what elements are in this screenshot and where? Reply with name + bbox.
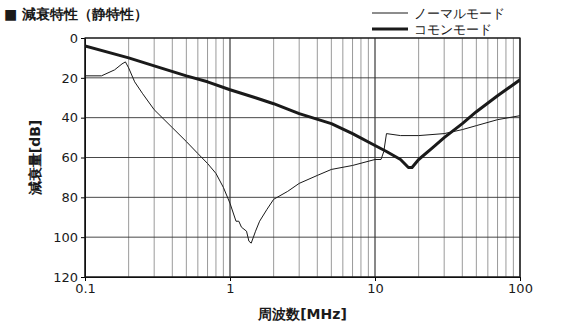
x-axis: 0.1 1 10 100 [75,277,533,296]
x-tick-label: 10 [367,281,384,296]
y-tick: 40 [61,110,85,125]
legend-label: ノーマルモード [414,6,505,21]
plot-frame [85,38,520,277]
x-tick-label: 0.1 [75,281,96,296]
x-tick-label: 100 [508,281,533,296]
chart: 0.1 1 10 100 0 20 40 60 80 100 120 ■ 減衰特性（静特性） 周波数[M… [0,0,583,325]
y-tick-label: 80 [61,190,78,205]
legend-swatch [372,13,408,14]
grid-line-y [85,237,520,238]
legend-swatch [372,28,408,31]
grid-line-y [85,77,520,78]
x-tick-label: 1 [226,281,234,296]
y-axis-title: 減衰量[dB] [27,120,43,197]
y-tick: 20 [61,70,85,85]
y-tick-label: 0 [70,31,78,46]
y-tick: 120 [53,270,85,285]
grid-line-y [85,117,520,118]
x-tick: 0.1 [75,277,96,296]
y-axis: 0 20 40 60 80 100 120 [53,31,85,285]
y-tick: 60 [61,150,85,165]
plot-area [85,46,520,243]
y-tick-label: 60 [61,150,78,165]
y-tick: 0 [70,31,85,46]
grid-line-y [85,197,520,198]
grid-line-y [85,157,520,158]
x-tick: 100 [508,277,533,296]
title: ■ 減衰特性（静特性） [4,6,148,22]
x-axis-title: 周波数[MHz] [257,306,347,322]
y-tick-label: 20 [61,70,78,85]
x-tick: 1 [226,277,234,296]
y-tick: 100 [53,230,85,245]
series-line [85,46,520,167]
grid [85,38,520,277]
legend-label: コモンモード [414,22,492,37]
y-tick: 80 [61,190,85,205]
y-tick-label: 40 [61,110,78,125]
y-tick-label: 120 [53,270,78,285]
legend: ノーマルモードコモンモード [372,6,505,37]
x-tick: 10 [367,277,384,296]
y-tick-label: 100 [53,230,78,245]
series-line [85,62,520,243]
